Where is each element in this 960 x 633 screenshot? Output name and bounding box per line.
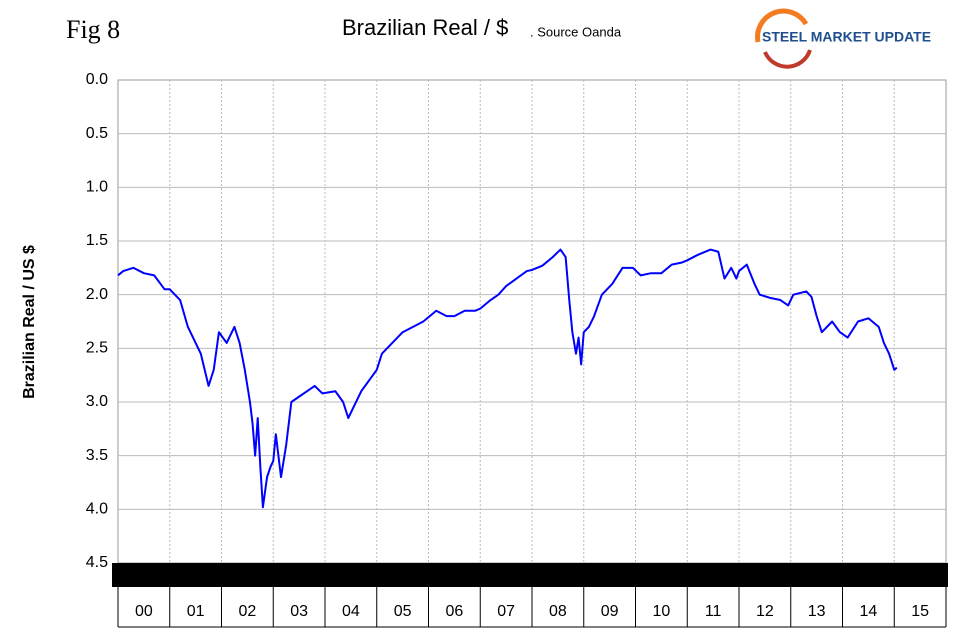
x-tick-label: 11 (705, 603, 722, 620)
y-axis-label: Brazilian Real / US $ (21, 245, 38, 399)
logo: STEEL MARKET UPDATE (762, 29, 931, 45)
x-tick-label: 04 (342, 603, 360, 620)
x-tick-label: 10 (652, 603, 670, 620)
x-tick-label: 13 (808, 603, 826, 620)
x-tick-label: 12 (756, 603, 774, 620)
x-tick-label: 05 (394, 603, 412, 620)
chart-subtitle: . Source Oanda (530, 24, 622, 39)
logo-swoosh (763, 49, 812, 69)
x-tick-label: 03 (290, 603, 308, 620)
y-tick-label: 0.0 (86, 71, 108, 88)
x-tick-label: 08 (549, 603, 567, 620)
x-tick-label: 07 (497, 603, 515, 620)
chart-title: Brazilian Real / $ (342, 15, 508, 40)
y-tick-label: 3.5 (86, 447, 108, 464)
y-tick-label: 0.5 (86, 125, 108, 142)
layer: 0.0 0.5 1.0 1.5 2.0 2.5 3.0 3.5 4.0 4.5 00 01 02 03 04… (86, 71, 947, 627)
y-tick-label: 2.5 (86, 340, 108, 357)
x-tick-label: 02 (238, 603, 256, 620)
y-tick-label: 3.0 (86, 393, 108, 410)
x-tick-label: 01 (187, 603, 205, 620)
y-tick-label: 4.0 (86, 501, 108, 518)
x-tick-label: 15 (911, 603, 929, 620)
figure-label: Fig 8 (66, 15, 120, 44)
x-tick-label: 06 (445, 603, 463, 620)
y-tick-label: 1.5 (86, 232, 108, 249)
data-line (117, 248, 898, 509)
y-tick-label: 4.5 (86, 554, 108, 571)
y-tick-label: 2.0 (86, 286, 108, 303)
x-tick-label: 14 (859, 603, 877, 620)
logo-swoosh (755, 8, 809, 43)
x-tick-label: 09 (601, 603, 619, 620)
x-tick-label: 00 (135, 603, 153, 620)
y-tick-label: 1.0 (86, 179, 108, 196)
axis-band (112, 563, 948, 587)
